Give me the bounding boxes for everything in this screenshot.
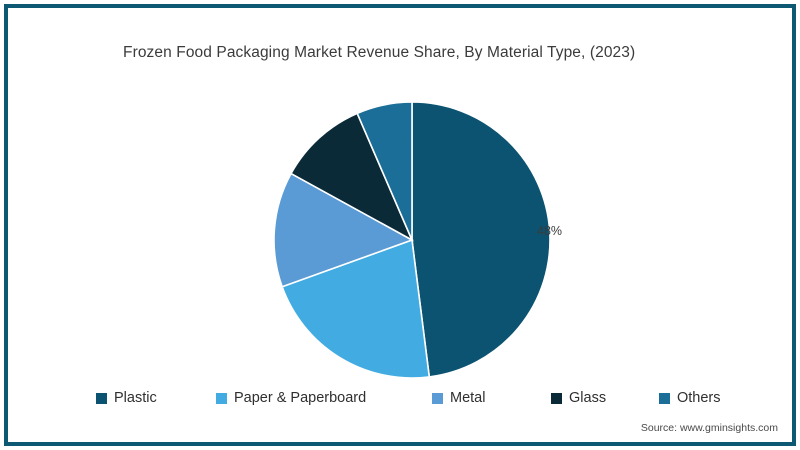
legend-swatch-others [659, 392, 670, 404]
pie-slice-metal[interactable] [273, 172, 414, 288]
legend-swatch-metal [432, 392, 443, 404]
legend-swatch-paper-paperboard [216, 392, 227, 404]
legend-item-plastic[interactable]: Plastic [96, 390, 157, 406]
chart-title: Frozen Food Packaging Market Revenue Sha… [123, 44, 636, 61]
legend-label-plastic: Plastic [114, 390, 157, 406]
legend-item-glass[interactable]: Glass [551, 390, 606, 406]
legend-label-metal: Metal [450, 390, 486, 406]
pie-slice-group [273, 101, 551, 379]
pie-slice-others[interactable] [356, 101, 413, 241]
pie-slice-paper-paperboard[interactable] [281, 238, 431, 379]
plot-area: 48% [8, 8, 792, 442]
pie-chart [273, 101, 551, 379]
legend-item-metal[interactable]: Metal [432, 390, 485, 406]
legend-item-paper-paperboard[interactable]: Paper & Paperboard [216, 390, 366, 406]
chart-legend: Plastic Paper & Paperboard Metal Glass Other… [8, 390, 792, 414]
pie-slice-glass[interactable] [289, 112, 414, 242]
chart-card: Frozen Food Packaging Market Revenue Sha… [4, 4, 796, 446]
legend-swatch-plastic [96, 392, 107, 404]
legend-label-others: Others [677, 390, 721, 406]
pie-data-label-plastic: 48% [537, 224, 563, 238]
legend-label-glass: Glass [569, 390, 607, 406]
legend-swatch-glass [551, 392, 562, 404]
legend-label-paper-paperboard: Paper & Paperboard [234, 390, 367, 406]
pie-slice-plastic[interactable] [411, 101, 551, 378]
legend-item-others[interactable]: Others [659, 390, 721, 406]
source-note: Source: www.gminsights.com [640, 422, 778, 434]
